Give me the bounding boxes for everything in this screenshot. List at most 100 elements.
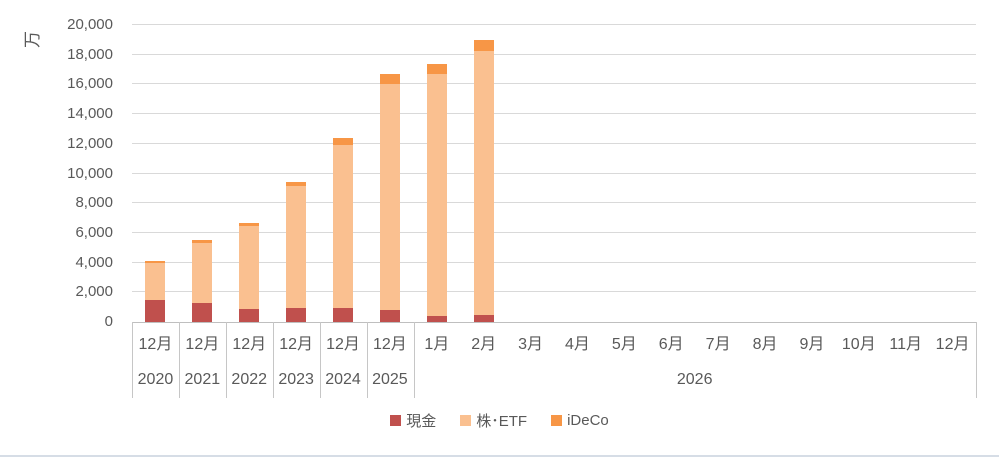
bar-slot [648, 25, 695, 322]
x-year-label: 2022 [231, 371, 268, 388]
x-month-label: 12月 [185, 336, 220, 353]
y-axis-tick-labels: 0 2,000 4,000 6,000 8,000 10,000 12,000 14,000 1… [0, 17, 122, 330]
bars-layer [132, 25, 976, 322]
legend-item-現金: 現金 [390, 410, 436, 431]
bar-slot [507, 25, 554, 322]
bar-segment-iDeCo [286, 182, 307, 187]
gridline [132, 202, 976, 204]
bar-segment-現金 [239, 308, 260, 322]
bar-segment-現金 [379, 309, 400, 322]
gridline [132, 83, 976, 85]
legend-item-株･ETF: 株･ETF [460, 410, 527, 431]
gridline [132, 172, 976, 174]
x-month-label: 10月 [841, 336, 876, 353]
x-month-label: 6月 [658, 336, 684, 353]
bar-segment-株･ETF [192, 243, 213, 304]
bar-slot [460, 25, 507, 322]
bar-slot [273, 25, 320, 322]
x-axis-label-area: 12月 12月 12月 12月 12月 12月 1月 2月 3月 4月 5月 6月 7月 8月 9月 10月 1… [132, 323, 976, 399]
bar-slot [929, 25, 976, 322]
gridline [132, 291, 976, 293]
bar-segment-iDeCo [239, 222, 260, 227]
x-month-label: 12月 [232, 336, 267, 353]
bar-slot [788, 25, 835, 322]
x-year-label: 2021 [184, 371, 221, 388]
bar-segment-iDeCo [426, 63, 447, 75]
x-month-label: 12月 [935, 336, 970, 353]
bar-segment-株･ETF [426, 74, 447, 316]
y-tick-label: 14,000 [67, 105, 113, 123]
bar-segment-現金 [473, 314, 494, 322]
x-month-label: 5月 [611, 336, 637, 353]
legend-marker-icon [551, 414, 563, 426]
x-year-label: 2023 [278, 371, 314, 388]
bar-segment-iDeCo [145, 261, 166, 263]
bar-segment-株･ETF [333, 144, 353, 309]
legend-label: 現金 [406, 412, 437, 430]
bar-slot [695, 25, 742, 322]
x-month-label: 12月 [372, 336, 407, 353]
legend: 現金 株･ETF iDeCo [0, 408, 999, 432]
x-month-label: 9月 [799, 336, 825, 353]
legend-item-iDeCo: iDeCo [551, 412, 609, 429]
legend-label: iDeCo [567, 411, 609, 429]
y-tick-label: 8,000 [75, 194, 113, 212]
bar-slot [413, 25, 460, 322]
bar-slot [882, 25, 929, 322]
x-month-label: 12月 [138, 336, 173, 353]
plot-area [132, 24, 976, 322]
x-month-label: 8月 [752, 336, 778, 353]
x-year-label: 2025 [372, 371, 408, 388]
y-tick-label: 20,000 [67, 16, 113, 33]
bar-slot [742, 25, 789, 322]
y-tick-label: 16,000 [67, 75, 113, 93]
bar-slot [554, 25, 601, 322]
x-axis-line [132, 322, 977, 323]
y-tick-label: 10,000 [67, 164, 113, 182]
bar-segment-株･ETF [239, 226, 260, 309]
gridline [132, 261, 976, 263]
x-month-label: 7月 [705, 336, 731, 353]
y-tick-label: 4,000 [75, 253, 113, 271]
gridline [132, 24, 976, 25]
bar-segment-現金 [192, 303, 213, 322]
bar-segment-現金 [145, 299, 166, 322]
legend-marker-icon [460, 414, 472, 426]
gridline [132, 113, 976, 115]
bar-segment-現金 [286, 308, 307, 322]
bar-slot [366, 25, 413, 322]
gridline [132, 142, 976, 144]
bar-slot [601, 25, 648, 322]
axis-separator [976, 322, 977, 398]
x-axis-year-row: 2020 2021 2022 2023 2024 2025 2026 [132, 361, 976, 399]
y-tick-label: 0 [104, 313, 113, 330]
x-axis-month-row: 12月 12月 12月 12月 12月 12月 1月 2月 3月 4月 5月 6月 7月 8月 9月 10月 1… [132, 323, 976, 361]
bar-segment-株･ETF [286, 186, 307, 309]
x-year-label: 2026 [676, 371, 713, 388]
bar-slot [179, 25, 226, 322]
y-tick-label: 6,000 [75, 223, 113, 241]
x-month-label: 12月 [326, 336, 360, 353]
bar-slot [320, 25, 367, 322]
y-tick-label: 2,000 [75, 283, 113, 301]
x-month-label: 11月 [889, 336, 922, 353]
x-month-label: 12月 [279, 336, 314, 353]
bar-slot [835, 25, 882, 322]
bar-segment-株･ETF [145, 262, 166, 300]
y-tick-label: 18,000 [67, 45, 113, 63]
bar-segment-現金 [426, 315, 447, 322]
legend-marker-icon [390, 414, 402, 426]
x-month-label: 4月 [565, 336, 590, 353]
bar-segment-株･ETF [473, 50, 494, 315]
bar-segment-iDeCo [379, 74, 400, 85]
legend-label: 株･ETF [476, 412, 528, 430]
bar-segment-株･ETF [379, 84, 400, 310]
x-month-label: 1月 [424, 336, 450, 353]
gridline [132, 231, 976, 233]
x-year-label: 2024 [325, 371, 361, 388]
bar-slot [132, 25, 179, 322]
bar-segment-iDeCo [333, 137, 353, 145]
bar-segment-iDeCo [192, 240, 213, 244]
x-month-label: 3月 [518, 336, 544, 353]
